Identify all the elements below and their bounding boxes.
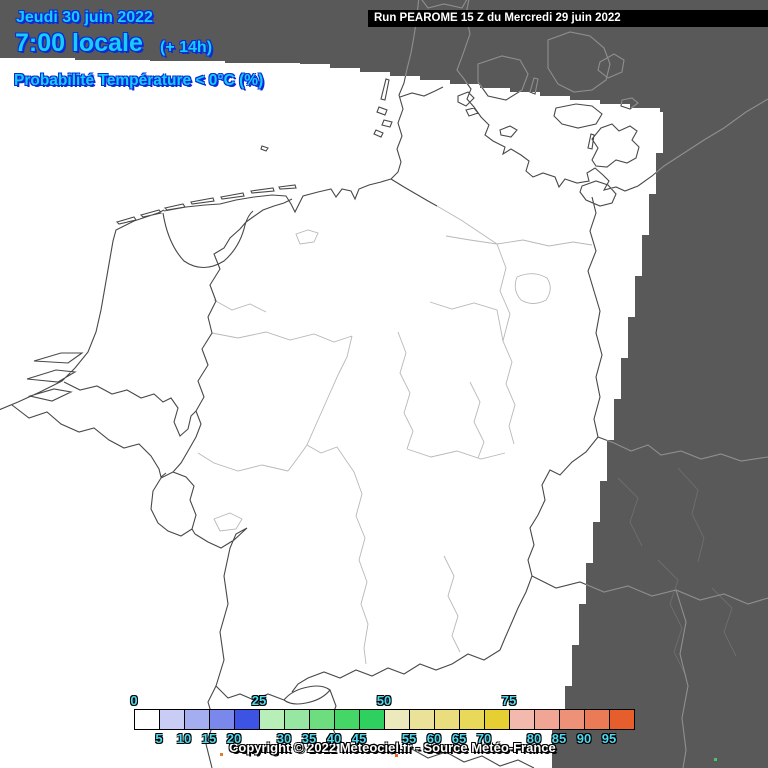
legend-cell xyxy=(259,709,285,730)
legend-cell xyxy=(134,709,160,730)
legend-tick: 0 xyxy=(130,693,138,708)
legend-cell xyxy=(459,709,485,730)
legend-cell xyxy=(584,709,610,730)
legend-tick: 75 xyxy=(501,693,517,708)
copyright-label: Copyright © 2022 Meteociel.fr - Source M… xyxy=(229,740,556,755)
legend-tick: 35 xyxy=(301,731,317,746)
legend-cell xyxy=(234,709,260,730)
legend-cell xyxy=(534,709,560,730)
legend-cell xyxy=(384,709,410,730)
legend-cell xyxy=(509,709,535,730)
legend: 0 25 50 75 5 10 15 20 30 35 40 45 55 60 65 70 80 85 90 95 xyxy=(130,693,644,750)
legend-tick: 95 xyxy=(601,731,617,746)
legend-tick: 70 xyxy=(476,731,492,746)
forecast-offset-label: (+ 14h) xyxy=(160,39,213,56)
probability-specks xyxy=(220,745,717,761)
legend-cell xyxy=(309,709,335,730)
legend-cell xyxy=(409,709,435,730)
legend-cell xyxy=(559,709,585,730)
legend-tick: 65 xyxy=(451,731,467,746)
legend-tick: 50 xyxy=(376,693,392,708)
run-banner: Run PEAROME 15 Z du Mercredi 29 juin 202… xyxy=(368,10,768,27)
legend-cell xyxy=(609,709,635,730)
date-label: Jeudi 30 juin 2022 xyxy=(16,9,153,26)
legend-cell xyxy=(334,709,360,730)
legend-tick: 45 xyxy=(351,731,367,746)
probability-speck xyxy=(395,754,398,757)
legend-tick: 20 xyxy=(226,731,242,746)
legend-tick: 85 xyxy=(551,731,567,746)
legend-bar xyxy=(134,709,635,730)
probability-speck xyxy=(220,753,223,756)
probability-speck xyxy=(477,745,480,748)
legend-cell xyxy=(434,709,460,730)
legend-cell xyxy=(484,709,510,730)
legend-tick: 10 xyxy=(176,731,192,746)
legend-cell xyxy=(159,709,185,730)
legend-cell xyxy=(184,709,210,730)
local-time-label: 7:00 locale xyxy=(15,29,143,57)
variable-title: Probabilité Température < 0°C (%) xyxy=(14,72,264,89)
legend-cell xyxy=(359,709,385,730)
legend-tick: 60 xyxy=(426,731,442,746)
probability-speck xyxy=(714,758,717,761)
legend-tick: 30 xyxy=(276,731,292,746)
legend-tick: 90 xyxy=(576,731,592,746)
model-domain xyxy=(0,58,663,768)
legend-tick: 25 xyxy=(251,693,267,708)
legend-cell xyxy=(284,709,310,730)
legend-tick: 55 xyxy=(401,731,417,746)
legend-tick: 40 xyxy=(326,731,342,746)
legend-tick: 15 xyxy=(201,731,217,746)
legend-cell xyxy=(209,709,235,730)
legend-tick: 80 xyxy=(526,731,542,746)
legend-tick: 5 xyxy=(155,731,163,746)
